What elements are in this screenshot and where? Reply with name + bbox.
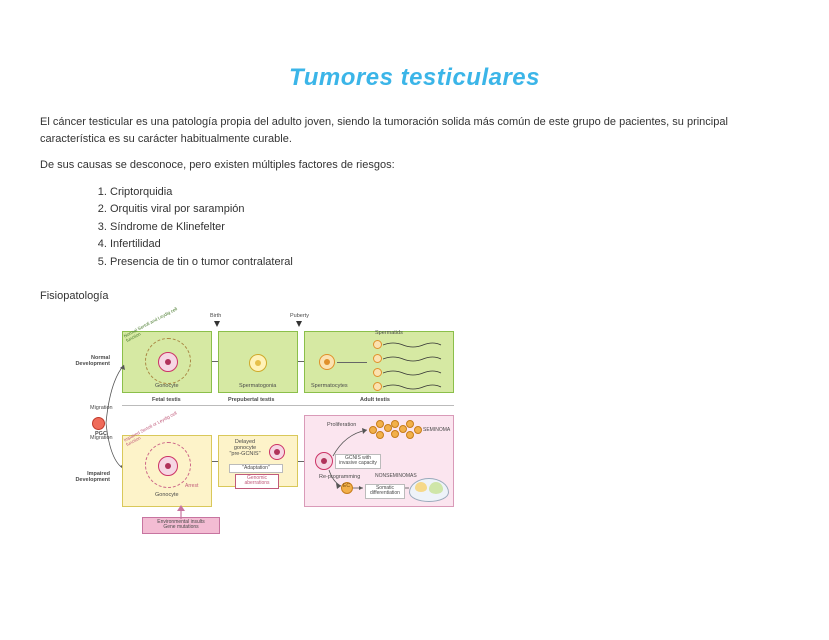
adaptation-box: "Adaptation" bbox=[229, 464, 283, 474]
connector-icon bbox=[298, 461, 304, 462]
spermatocyte-nucleus-icon bbox=[324, 359, 330, 365]
birth-arrow-icon bbox=[214, 321, 220, 327]
env-arrow-icon bbox=[174, 505, 188, 519]
spermatids-label: Spermatids bbox=[375, 330, 403, 336]
gonocyte-label-2: Gonocyte bbox=[155, 492, 179, 498]
spermatid-icon bbox=[373, 382, 382, 391]
connector-icon bbox=[212, 461, 218, 462]
panel-fetal-impaired: Gonocyte Arrest bbox=[122, 435, 212, 507]
spermatid-icon bbox=[373, 354, 382, 363]
intro-paragraph-1: El cáncer testicular es una patología pr… bbox=[40, 114, 789, 147]
gonocyte-nucleus-icon bbox=[165, 359, 171, 365]
page-title: Tumores testiculares bbox=[40, 60, 789, 96]
connector-icon bbox=[212, 361, 218, 362]
pre-gcnis-nucleus-icon bbox=[274, 449, 280, 455]
genomic-aberrations-box: Genomic aberrations bbox=[235, 474, 279, 489]
panel-prepubertal-impaired: Delayed gonocyte "pre-GCNIS" "Adaptation… bbox=[218, 435, 298, 487]
intro-paragraph-2: De sus causas se desconoce, pero existen… bbox=[40, 157, 789, 174]
pink-arrows-icon bbox=[305, 416, 455, 508]
fetal-testis-label: Fetal testis bbox=[152, 397, 181, 403]
pathophysiology-diagram: Birth Puberty Normal Development Impaire… bbox=[70, 313, 470, 538]
gonocyte-nucleus-icon bbox=[165, 463, 171, 469]
connector-icon bbox=[298, 361, 304, 362]
prepubertal-testis-label: Prepubertal testis bbox=[228, 397, 274, 403]
risk-factor-list: Criptorquidia Orquitis viral por sarampi… bbox=[110, 184, 789, 271]
spermatogonia-nucleus-icon bbox=[255, 360, 261, 366]
delayed-gonocyte-label: Delayed gonocyte "pre-GCNIS" bbox=[225, 439, 265, 457]
panel-adult-normal: Spermatocytes Spermatids bbox=[304, 331, 454, 393]
spermatid-icon bbox=[373, 368, 382, 377]
list-item: Orquitis viral por sarampión bbox=[110, 201, 789, 218]
list-item: Síndrome de Klinefelter bbox=[110, 219, 789, 236]
list-item: Criptorquidia bbox=[110, 184, 789, 201]
spermatocytes-label: Spermatocytes bbox=[311, 383, 348, 389]
birth-label: Birth bbox=[210, 313, 221, 319]
branch-stem-icon bbox=[337, 362, 367, 363]
section-heading: Fisiopatología bbox=[40, 288, 789, 305]
environmental-insults-box: Environmental insults Gene mutations bbox=[142, 517, 220, 534]
spermatid-icon bbox=[373, 340, 382, 349]
list-item: Infertilidad bbox=[110, 236, 789, 253]
gonocyte-label: Gonocyte bbox=[155, 383, 179, 389]
panel-adult-impaired: GCNIS with invasive capacity Proliferati… bbox=[304, 415, 454, 507]
list-item: Presencia de tin o tumor contralateral bbox=[110, 254, 789, 271]
puberty-arrow-icon bbox=[296, 321, 302, 327]
spermatogonia-label: Spermatogonia bbox=[239, 383, 276, 389]
puberty-label: Puberty bbox=[290, 313, 309, 319]
divider-icon bbox=[122, 405, 454, 406]
sperm-tails-icon bbox=[383, 340, 443, 392]
adult-testis-label: Adult testis bbox=[360, 397, 390, 403]
arrest-label: Arrest bbox=[185, 484, 198, 490]
panel-prepubertal-normal: Spermatogonia bbox=[218, 331, 298, 393]
